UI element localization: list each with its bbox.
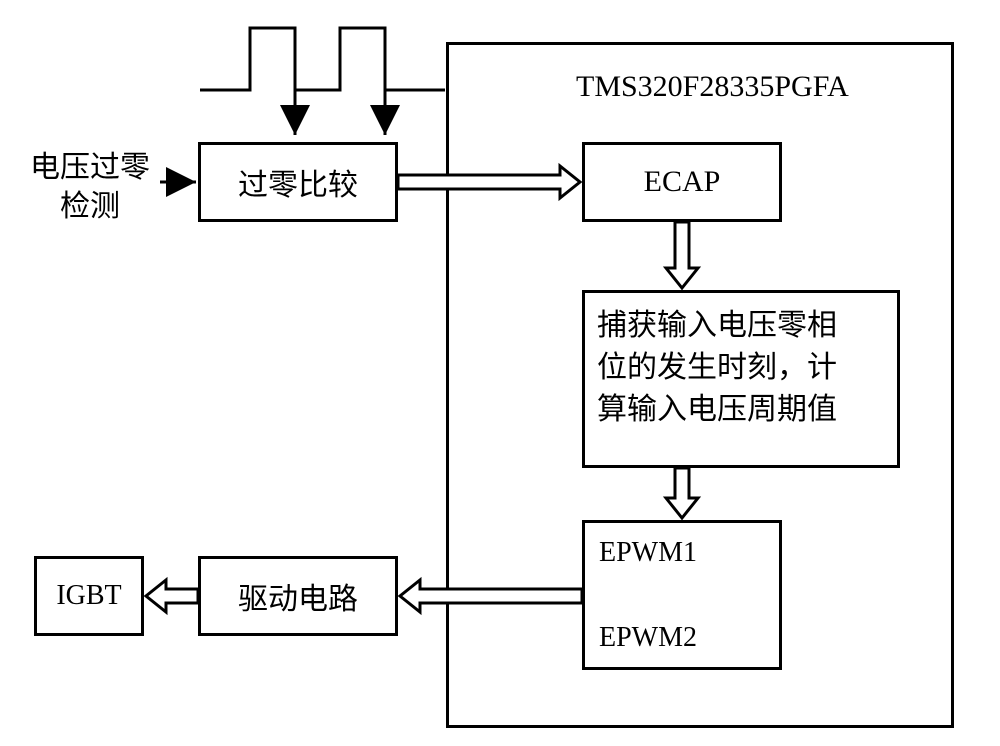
epwm-box: EPWM1 EPWM2 (582, 520, 782, 670)
ecap-box: ECAP (582, 142, 782, 222)
driver-box: 驱动电路 (198, 556, 398, 636)
epwm-line1: EPWM1 (599, 533, 765, 572)
capture-line3: 算输入电压周期值 (597, 393, 837, 426)
driver-text: 驱动电路 (238, 574, 358, 618)
zero-cross-compare-text: 过零比较 (238, 160, 358, 204)
square-wave (200, 28, 445, 135)
arrow-driver-to-igbt (146, 580, 198, 612)
diagram-canvas: TMS320F28335PGFA 电压过零 检测 过零比较 ECAP 捕获输入电… (0, 0, 1000, 746)
igbt-box: IGBT (34, 556, 144, 636)
input-label-line2: 检测 (60, 190, 120, 223)
epwm-line2: EPWM2 (599, 618, 765, 657)
capture-box: 捕获输入电压零相 位的发生时刻，计 算输入电压周期值 (582, 290, 900, 468)
capture-line2: 位的发生时刻，计 (597, 351, 837, 384)
capture-line1: 捕获输入电压零相 (597, 309, 837, 342)
igbt-text: IGBT (56, 580, 121, 612)
input-label-line1: 电压过零 (30, 151, 150, 184)
mcu-title: TMS320F28335PGFA (576, 70, 849, 104)
ecap-text: ECAP (644, 165, 721, 199)
input-label: 电压过零 检测 (20, 148, 160, 226)
zero-cross-compare-box: 过零比较 (198, 142, 398, 222)
